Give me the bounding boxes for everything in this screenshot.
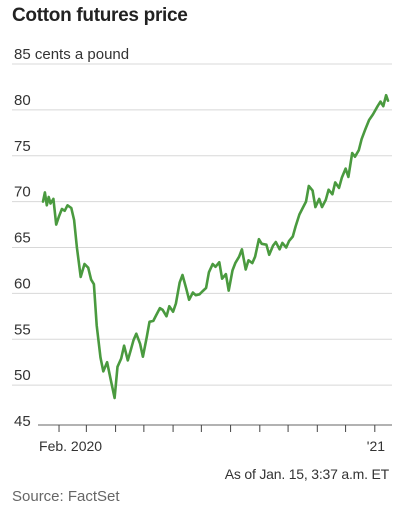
price-line bbox=[41, 93, 390, 400]
x-tick-label-21: '21 bbox=[367, 438, 385, 454]
timestamp-note: As of Jan. 15, 3:37 a.m. ET bbox=[224, 466, 389, 482]
x-axis-ticks bbox=[38, 424, 392, 432]
x-tick-label-feb-2020: Feb. 2020 bbox=[39, 438, 102, 454]
y-tick-label: 80 bbox=[14, 92, 31, 109]
y-axis-tick-labels: 45 50 55 60 65 70 75 80 85 cents a pound bbox=[14, 46, 129, 430]
y-tick-label: 70 bbox=[14, 184, 31, 201]
y-tick-label: 45 bbox=[14, 413, 31, 430]
y-tick-label: 60 bbox=[14, 275, 31, 292]
chart-title: Cotton futures price bbox=[12, 5, 188, 26]
y-tick-label: 50 bbox=[14, 367, 31, 384]
source-note: Source: FactSet bbox=[12, 488, 120, 505]
y-tick-label: 55 bbox=[14, 321, 31, 338]
gridlines bbox=[12, 63, 392, 386]
y-tick-label: 75 bbox=[14, 138, 31, 155]
y-tick-label: 65 bbox=[14, 230, 31, 247]
y-tick-label: 85 cents a pound bbox=[14, 46, 129, 63]
